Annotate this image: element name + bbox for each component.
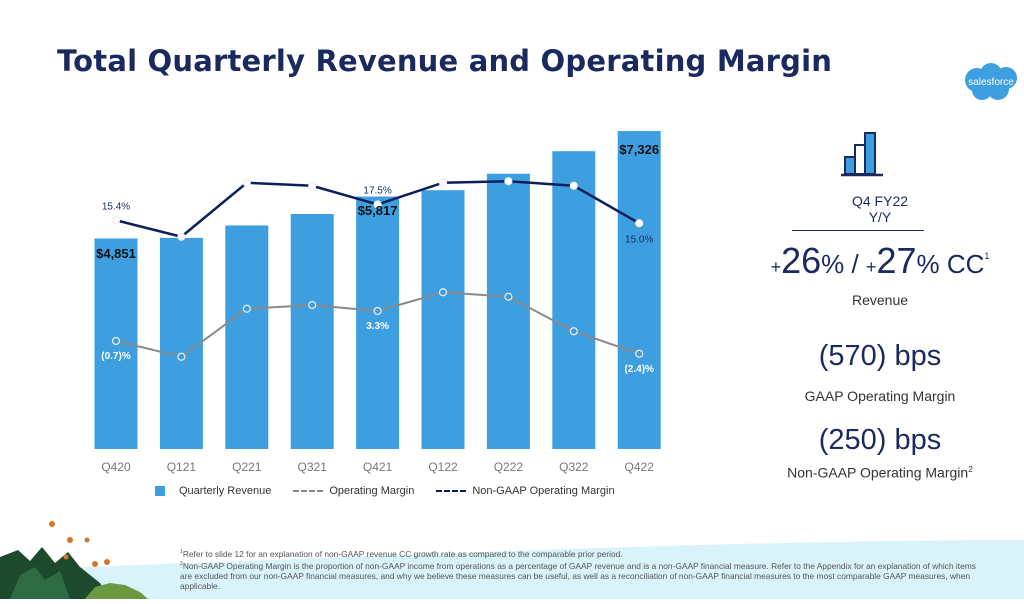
non-gaap-margin-point [635,219,644,228]
non-gaap-margin-point [438,178,448,187]
footnote-1: 1Refer to slide 12 for an explanation of… [180,548,623,559]
non-gaap-data-label: 15.4% [102,201,130,212]
footnote-2: 2Non-GAAP Operating Margin is the propor… [180,560,976,592]
revenue-margin-chart: Q420 Q121 Q221 Q321 Q421 Q122 Q222 Q322 Q422 $4,8… [94,131,661,474]
revenue-growth: +26% / +27% CC1 [770,240,990,281]
operating-margin-point [438,288,448,297]
operating-margin-point [242,304,251,313]
non-gaap-margin-label: Non-GAAP Operating Margin2 [787,464,973,481]
revenue-data-label: $5,817 [358,203,398,218]
footer-background [0,540,1024,599]
kpi-period: Q4 FY22 Y/Y [851,193,909,225]
non-gaap-data-label: 15.0% [625,234,653,245]
revenue-bar [421,190,465,449]
operating-margin-point [504,292,513,301]
gaap-margin-label: GAAP Operating Margin [804,388,956,404]
non-gaap-margin-point [569,181,578,190]
x-tick-label: Q420 [101,460,131,474]
revenue-bar [225,225,269,449]
operating-margin-data-label: (2.4)% [624,364,654,375]
operating-margin-point [569,327,578,336]
legend-line [436,490,467,493]
non-gaap-data-label: 17.5% [363,186,391,197]
non-gaap-margin-point [177,232,186,241]
non-gaap-margin-point [111,216,121,225]
revenue-bar [552,151,596,449]
operating-margin-data-label: (0.7)% [101,351,131,362]
footer-wave [0,540,1024,599]
operating-margin-point [111,336,121,346]
revenue-bar [486,173,530,449]
operating-margin-point [177,352,186,361]
kpi-divider [792,230,924,231]
footnotes: 1Refer to slide 12 for an explanation of… [180,547,980,592]
x-tick-label: Q421 [363,460,393,474]
revenue-bar [356,196,400,449]
operating-margin-data-label: 3.3% [366,321,389,332]
x-tick-label: Q122 [428,460,458,474]
legend-item-operating-margin: Operating Margin [293,485,414,497]
operating-margin-point [373,306,382,316]
x-tick-label: Q121 [167,460,197,474]
non-gaap-margin-change: (250) bps [818,424,942,456]
operating-margin-point [308,300,317,310]
gaap-margin-change: (570) bps [818,340,942,372]
svg-text:salesforce: salesforce [968,77,1014,88]
revenue-label: Revenue [851,292,909,308]
x-tick-label: Q321 [298,460,328,474]
legend-swatch [155,486,165,497]
non-gaap-margin-point [504,177,513,186]
salesforce-logo: salesforce [965,63,1017,100]
legend-item-non-gaap-margin: Non-GAAP Operating Margin [436,485,615,497]
revenue-bar [159,237,203,449]
x-tick-label: Q222 [494,460,524,474]
chart-legend: Quarterly Revenue Operating Margin Non-G… [155,485,615,497]
revenue-bar [290,213,334,449]
operating-margin-point [635,349,644,358]
bar-chart-icon [841,132,883,177]
legend-item-revenue: Quarterly Revenue [155,485,271,497]
non-gaap-margin-point [242,178,251,187]
revenue-bar [617,131,661,449]
legend-line [293,490,324,493]
page-title: Total Quarterly Revenue and Operating Ma… [57,44,833,78]
non-gaap-margin-point [308,181,317,190]
x-tick-label: Q221 [232,460,262,474]
foliage-illustration [0,521,148,599]
revenue-data-label: $7,326 [619,142,659,157]
non-gaap-margin-point [373,200,382,209]
revenue-data-label: $4,851 [96,246,136,261]
x-tick-label: Q322 [559,460,589,474]
x-tick-label: Q422 [625,460,655,474]
